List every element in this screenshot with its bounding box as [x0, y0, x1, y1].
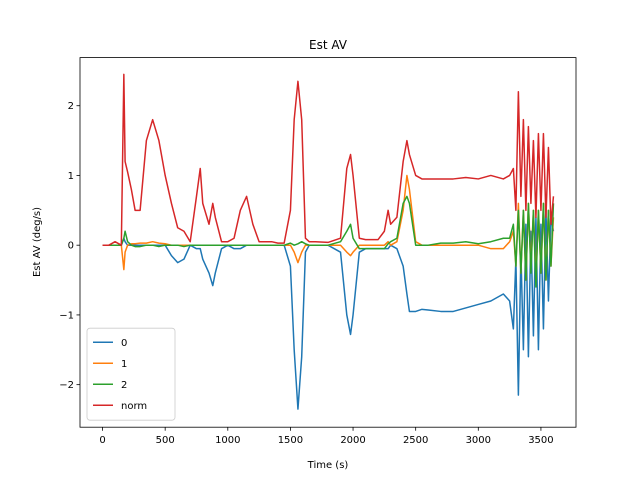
series-line — [102, 195, 555, 288]
y-axis-label: Est AV (deg/s) — [32, 207, 43, 277]
series-line — [102, 73, 555, 246]
y-tick-label: −2 — [59, 380, 74, 391]
plot-frame — [79, 57, 577, 428]
x-tick-label: 3000 — [466, 435, 491, 446]
x-axis-label: Time (s) — [307, 460, 349, 471]
x-tick-label: 3500 — [528, 435, 553, 446]
x-tick-label: 2500 — [403, 435, 428, 446]
x-tick-label: 500 — [156, 435, 175, 446]
y-tick-label: 2 — [68, 101, 74, 112]
x-tick-label: 0 — [99, 435, 105, 446]
legend-label: 0 — [121, 338, 127, 349]
x-tick-label: 1500 — [278, 435, 303, 446]
chart-title: Est AV — [309, 38, 348, 52]
legend-box — [86, 327, 176, 421]
y-tick-label: 1 — [68, 171, 74, 182]
x-tick-label: 2000 — [340, 435, 365, 446]
legend-label: 1 — [121, 359, 127, 370]
x-tick-label: 1000 — [215, 435, 240, 446]
y-tick-label: −1 — [59, 310, 74, 321]
legend-label: 2 — [121, 380, 127, 391]
y-tick-label: 0 — [68, 241, 74, 252]
legend-label: norm — [121, 401, 147, 412]
